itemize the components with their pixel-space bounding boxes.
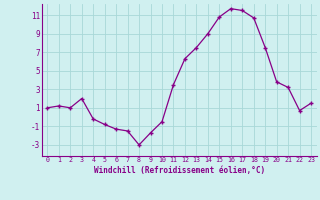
- X-axis label: Windchill (Refroidissement éolien,°C): Windchill (Refroidissement éolien,°C): [94, 166, 265, 175]
